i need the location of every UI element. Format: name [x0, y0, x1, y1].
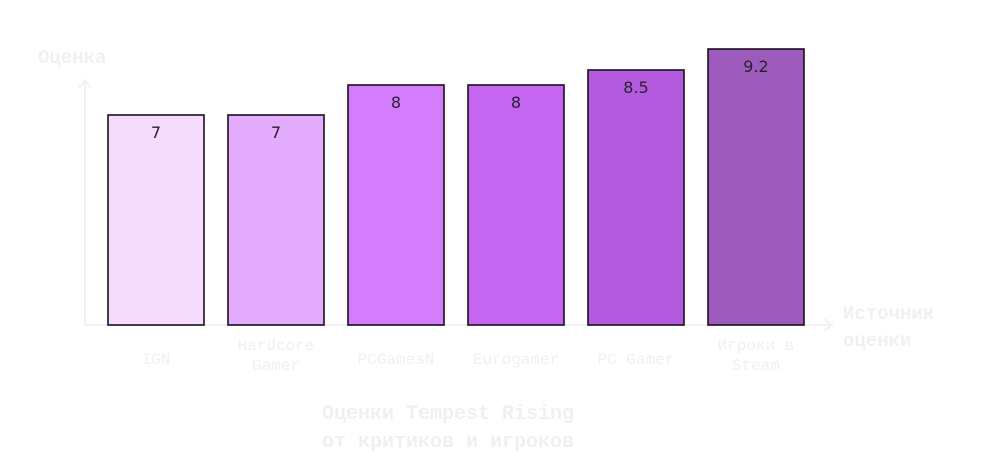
x-axis-title: Источник оценки	[843, 303, 934, 352]
x-axis-title-text: Источник оценки	[843, 303, 934, 352]
bar-value-label: 7	[271, 123, 281, 142]
bar-value-label: 8.5	[623, 78, 648, 97]
bar-value-label: 8	[511, 93, 521, 112]
chart-title-text: Оценки Tempest Rising от критиков и игрок…	[322, 403, 574, 454]
chart-title: Оценки Tempest Rising от критиков и игрок…	[322, 403, 574, 454]
bar	[227, 114, 325, 326]
bar	[347, 84, 445, 326]
x-tick-label: IGN	[142, 351, 171, 369]
x-tick-label: Игроки в Steam	[718, 337, 795, 375]
x-tick-label: PC Gamer	[598, 351, 675, 369]
x-tick-label: Hardcore Gamer	[238, 337, 315, 375]
x-axis-arrow	[823, 318, 834, 332]
bar	[107, 114, 205, 326]
bar-value-label: 8	[391, 93, 401, 112]
x-tick-labels: IGN Hardcore Gamer PCGamesN Eurogamer PC Game…	[142, 337, 795, 375]
bar-value-label: 7	[151, 123, 161, 142]
bar-value-label: 9.2	[743, 57, 768, 76]
bar	[587, 69, 685, 326]
bar	[707, 48, 805, 326]
y-axis-arrow	[78, 78, 92, 89]
x-tick-label: PCGamesN	[358, 351, 435, 369]
y-axis-title: Оценка	[38, 47, 106, 69]
bars: 7 7 8 8 8.5 9.2	[107, 48, 805, 326]
bar	[467, 84, 565, 326]
x-tick-label: Eurogamer	[473, 351, 559, 369]
